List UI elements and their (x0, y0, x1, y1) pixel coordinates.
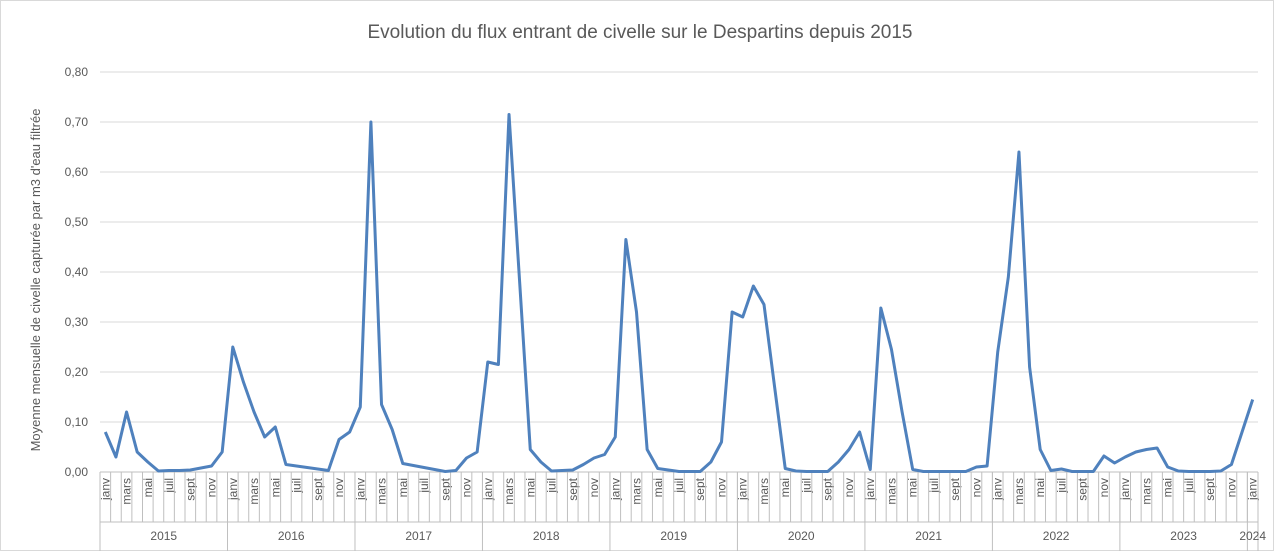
x-tick-label: juil (672, 478, 686, 494)
x-tick-label: mars (757, 478, 771, 505)
x-tick-label: mai (523, 478, 537, 497)
y-tick-label: 0,50 (65, 215, 89, 229)
group-label: 2018 (533, 529, 560, 543)
x-tick-label: sept (1203, 477, 1217, 500)
y-tick-label: 0,40 (65, 265, 89, 279)
group-label: 2017 (405, 529, 432, 543)
x-tick-label: juil (1182, 478, 1196, 494)
x-tick-label: nov (460, 478, 474, 497)
x-tick-label: janv (98, 478, 112, 501)
x-tick-label: nov (587, 478, 601, 497)
x-tick-label: mars (630, 478, 644, 505)
x-tick-label: mars (502, 478, 516, 505)
x-tick-label: mars (247, 478, 261, 505)
group-label: 2023 (1170, 529, 1197, 543)
y-tick-label: 0,30 (65, 315, 89, 329)
x-tick-label: nov (714, 478, 728, 497)
x-tick-label: juil (290, 478, 304, 494)
x-tick-label: janv (481, 478, 495, 501)
x-tick-label: sept (438, 477, 452, 500)
group-label: 2016 (278, 529, 305, 543)
x-tick-label: sept (821, 477, 835, 500)
x-tick-label: mars (1012, 478, 1026, 505)
x-tick-label: mai (1161, 478, 1175, 497)
y-tick-label: 0,80 (65, 65, 89, 79)
x-tick-label: mars (375, 478, 389, 505)
x-tick-label: janv (608, 478, 622, 501)
x-tick-label: sept (948, 477, 962, 500)
x-tick-label: juil (927, 478, 941, 494)
group-label: 2019 (660, 529, 687, 543)
y-tick-label: 0,10 (65, 415, 89, 429)
chart-title: Evolution du flux entrant de civelle sur… (368, 22, 913, 43)
x-tick-label: janv (991, 478, 1005, 501)
x-tick-label: juil (799, 478, 813, 494)
x-tick-label: nov (1097, 478, 1111, 497)
y-tick-label: 0,00 (65, 465, 89, 479)
x-tick-label: janv (1246, 478, 1260, 501)
x-tick-label: sept (311, 477, 325, 500)
x-tick-label: mai (651, 478, 665, 497)
x-tick-label: mai (778, 478, 792, 497)
x-tick-label: nov (1224, 478, 1238, 497)
group-label: 2024 (1239, 529, 1266, 543)
x-tick-label: mai (1033, 478, 1047, 497)
x-tick-label: sept (183, 477, 197, 500)
x-tick-label: mai (141, 478, 155, 497)
x-tick-label: mars (120, 478, 134, 505)
x-tick-label: janv (226, 478, 240, 501)
x-tick-label: nov (842, 478, 856, 497)
x-tick-label: mai (906, 478, 920, 497)
group-label: 2021 (915, 529, 942, 543)
x-tick-label: mars (1139, 478, 1153, 505)
y-tick-label: 0,20 (65, 365, 89, 379)
x-tick-label: sept (1076, 477, 1090, 500)
x-tick-label: janv (353, 478, 367, 501)
x-tick-label: janv (1118, 478, 1132, 501)
x-tick-label: janv (736, 478, 750, 501)
group-label: 2015 (150, 529, 177, 543)
x-tick-label: sept (566, 477, 580, 500)
x-tick-label: mars (884, 478, 898, 505)
x-tick-label: nov (332, 478, 346, 497)
x-tick-label: mai (396, 478, 410, 497)
x-tick-label: nov (205, 478, 219, 497)
y-tick-label: 0,70 (65, 115, 89, 129)
x-tick-label: juil (162, 478, 176, 494)
x-tick-label: nov (969, 478, 983, 497)
y-tick-label: 0,60 (65, 165, 89, 179)
group-label: 2020 (788, 529, 815, 543)
series-line (103, 113, 1255, 473)
x-tick-label: mai (268, 478, 282, 497)
x-tick-label: juil (1054, 478, 1068, 494)
y-axis-label: Moyenne mensuelle de civelle capturée pa… (28, 109, 43, 452)
x-tick-label: sept (693, 477, 707, 500)
x-tick-label: juil (417, 478, 431, 494)
x-tick-label: janv (863, 478, 877, 501)
group-label: 2022 (1043, 529, 1070, 543)
x-tick-label: juil (545, 478, 559, 494)
